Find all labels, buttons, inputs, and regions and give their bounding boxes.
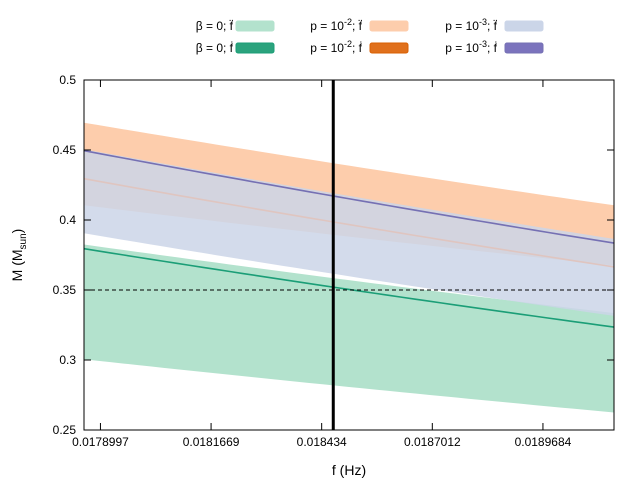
legend-swatch	[369, 20, 409, 32]
plot-area	[84, 122, 614, 413]
plot-frame	[83, 79, 615, 431]
y-tick-label: 0.35	[53, 283, 77, 297]
x-tick-label: 0.0189684	[515, 435, 572, 449]
y-axis-label: M (Msun)	[9, 229, 29, 282]
legend-swatch	[504, 20, 544, 32]
band-0-f-band	[84, 244, 614, 413]
legend-swatch	[235, 20, 275, 32]
legend-entry: β = 0; ḟ	[196, 41, 275, 55]
reference-lines	[84, 80, 614, 430]
legend-swatch	[369, 42, 409, 54]
legend-label: p = 10-2; f̈	[310, 17, 362, 33]
legend-entry: p = 10-2; f̈	[310, 17, 409, 33]
x-tick-label: 0.0187012	[404, 435, 461, 449]
legend-entry: p = 10-3; ḟ	[445, 39, 544, 55]
legend-swatch	[235, 42, 275, 54]
y-tick-label: 0.45	[53, 143, 77, 157]
band-p-10-f-band	[84, 149, 614, 316]
legend-label: p = 10-2; ḟ	[310, 39, 362, 55]
legend-entry: p = 10-2; ḟ	[310, 39, 409, 55]
legend: β = 0; f̈ p = 10-2; f̈ p = 10-3; f̈ β = 0; …	[196, 17, 544, 55]
legend-entry: β = 0; f̈	[196, 19, 275, 33]
legend-label: β = 0; ḟ	[196, 41, 234, 55]
x-tick-label: 0.0178997	[72, 435, 129, 449]
line-p-10-line	[84, 177, 614, 268]
x-tick-label: 0.018434	[297, 435, 347, 449]
line-p-10-line	[84, 149, 614, 244]
legend-label: p = 10-3; f̈	[445, 17, 497, 33]
legend-swatch	[504, 42, 544, 54]
legend-entry: p = 10-3; f̈	[445, 17, 544, 33]
axes: 0.25 0.3 0.35 0.4 0.45 0.5 0.0178997 0.0181669 0…	[53, 73, 615, 449]
y-tick-label: 0.3	[59, 353, 76, 367]
x-axis-label: f (Hz)	[332, 462, 366, 478]
y-tick-label: 0.5	[59, 73, 76, 87]
y-tick-label: 0.25	[53, 423, 77, 437]
y-tick-label: 0.4	[59, 213, 76, 227]
line-0-line	[84, 247, 614, 328]
x-tick-label: 0.0181669	[183, 435, 240, 449]
legend-label: β = 0; f̈	[196, 19, 234, 33]
legend-label: p = 10-3; ḟ	[445, 39, 497, 55]
